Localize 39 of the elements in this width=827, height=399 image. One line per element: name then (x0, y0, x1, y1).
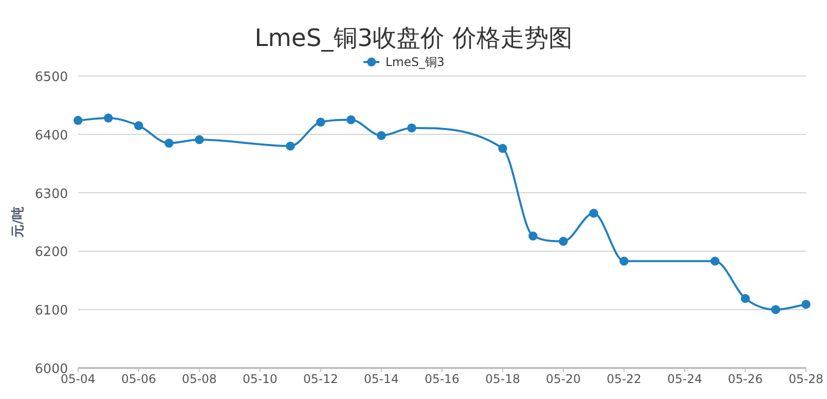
x-tick-label: 05-28 (788, 372, 824, 386)
point (346, 115, 356, 124)
point (771, 305, 780, 314)
point (316, 118, 326, 127)
x-tick-label: 05-16 (424, 372, 460, 386)
x-tick-label: 05-18 (485, 372, 520, 386)
point (74, 116, 82, 125)
y-tick-label: 6500 (34, 70, 68, 85)
point (194, 135, 204, 144)
x-tick-label: 05-26 (728, 372, 763, 386)
x-tick-label: 05-14 (364, 372, 399, 386)
point (710, 256, 720, 266)
y-tick-label: 6300 (34, 186, 68, 202)
point (286, 142, 295, 151)
point (802, 300, 810, 309)
y-tick-label: 6100 (34, 304, 68, 319)
point (528, 232, 538, 241)
point (407, 123, 416, 132)
x-tick-label: 05-06 (121, 372, 156, 386)
point (740, 294, 750, 304)
point (620, 256, 628, 266)
x-tick-label: 05-20 (546, 372, 581, 386)
x-tick-label: 05-22 (606, 372, 642, 386)
chart-title: LmeS_铜3收盘价 价格走势图 (254, 24, 572, 52)
y-tick-label: 6200 (34, 245, 68, 260)
y-axis-title: 元/吨 (11, 206, 26, 238)
x-tick-label: 05-24 (667, 372, 702, 386)
legend-label: LmeS_铜3 (386, 55, 445, 69)
point (104, 114, 113, 123)
point (134, 121, 144, 130)
point (164, 138, 174, 148)
point (589, 208, 598, 218)
point (376, 131, 386, 140)
x-tick-label: 05-12 (303, 372, 338, 386)
point (498, 144, 508, 153)
y-tick-label: 6400 (34, 128, 68, 144)
point (558, 236, 568, 246)
x-tick-label: 05-08 (182, 372, 217, 386)
x-tick-label: 05-10 (242, 372, 278, 386)
